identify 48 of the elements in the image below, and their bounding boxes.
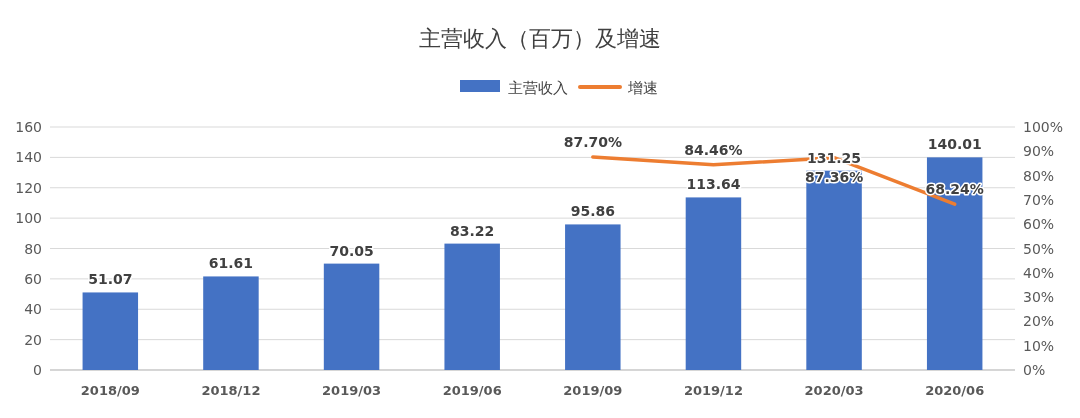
y-tick-label: 100 <box>15 210 42 227</box>
legend-label: 主营收入 <box>508 79 568 97</box>
bar <box>323 263 380 370</box>
y2-tick-label: 50% <box>1023 240 1055 257</box>
legend-label: 增速 <box>627 79 658 97</box>
x-tick-label: 2018/12 <box>201 383 261 398</box>
y2-tick-label: 40% <box>1023 264 1055 281</box>
x-tick-label: 2018/09 <box>80 383 140 398</box>
x-tick-label: 2019/06 <box>442 383 502 398</box>
y2-tick-label: 60% <box>1023 216 1055 233</box>
y2-tick-label: 30% <box>1023 289 1055 306</box>
chart-title: 主营收入（百万）及增速 <box>419 26 661 51</box>
data-label: 84.46% <box>684 141 743 158</box>
data-label: 51.07 <box>88 271 133 288</box>
y2-tick-label: 70% <box>1023 191 1055 208</box>
y2-tick-label: 80% <box>1023 167 1055 184</box>
data-label: 83.22 <box>450 222 495 239</box>
x-tick-label: 2020/06 <box>925 383 985 398</box>
y-tick-label: 20 <box>24 331 42 348</box>
bar <box>926 157 983 370</box>
y-tick-label: 60 <box>24 270 42 287</box>
data-label: 113.64 <box>686 176 741 193</box>
data-label: 70.05 <box>329 242 374 259</box>
data-label: 61.61 <box>208 255 254 272</box>
x-tick-label: 2020/03 <box>804 383 864 398</box>
bar <box>685 197 742 370</box>
x-tick-label: 2019/12 <box>683 383 743 398</box>
bar <box>203 276 259 370</box>
bar <box>806 170 862 370</box>
y-tick-label: 80 <box>24 240 42 257</box>
bar <box>565 224 621 370</box>
data-label: 87.70% <box>563 133 622 150</box>
data-label: 95.86 <box>570 203 615 220</box>
x-tick-label: 2019/03 <box>322 383 382 398</box>
y2-tick-label: 20% <box>1023 313 1055 330</box>
y-tick-label: 40 <box>24 301 42 318</box>
y2-tick-label: 100% <box>1023 119 1064 135</box>
y2-tick-label: 10% <box>1023 337 1055 354</box>
data-label: 140.01 <box>927 136 982 153</box>
y-tick-label: 0 <box>33 362 42 378</box>
y-tick-label: 140 <box>15 149 42 166</box>
y-tick-label: 120 <box>15 179 42 196</box>
bar <box>82 292 139 370</box>
y2-tick-label: 90% <box>1023 143 1055 160</box>
x-tick-label: 2019/09 <box>563 383 623 398</box>
bar <box>444 243 500 370</box>
y-tick-label: 160 <box>15 119 42 135</box>
y2-tick-label: 0% <box>1023 362 1046 378</box>
